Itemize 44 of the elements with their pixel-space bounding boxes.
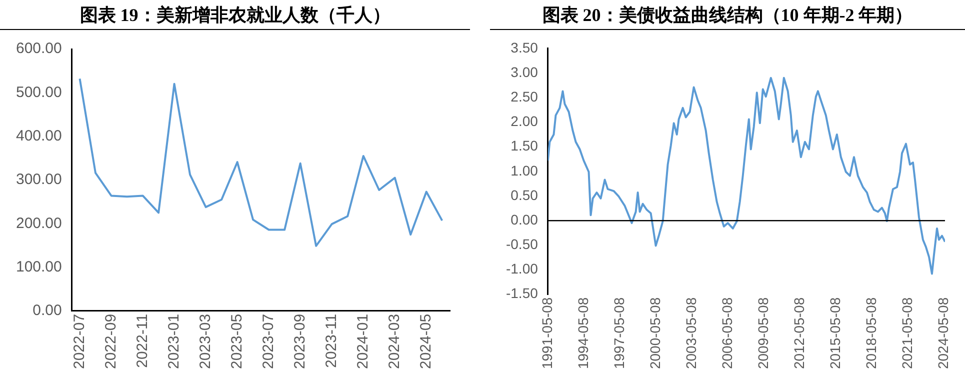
y-tick-label: 1.50 — [510, 138, 538, 154]
x-tick-label: 2009-05-08 — [754, 297, 771, 370]
x-tick-label: 2021-05-08 — [899, 297, 916, 370]
x-tick-label: 2000-05-08 — [646, 297, 663, 370]
y-tick-label: -1.00 — [506, 260, 538, 277]
x-tick-label: 2024-05-08 — [935, 297, 952, 370]
chart-title: 图表 19：美新增非农就业人数（千人） — [0, 0, 470, 30]
x-tick-label: 2012-05-08 — [790, 297, 807, 370]
y-tick-label: -0.50 — [506, 236, 538, 252]
x-tick-label: 1997-05-08 — [610, 297, 627, 370]
y-tick-label: 600.00 — [16, 40, 62, 58]
y-tick-label: 400.00 — [16, 127, 62, 144]
x-tick-label: 2022-07 — [70, 314, 88, 370]
x-tick-label: 2023-03 — [196, 314, 214, 370]
y-tick-label: 0.50 — [510, 186, 538, 203]
x-tick-label: 2023-09 — [291, 314, 308, 370]
y-tick-label: -1.50 — [506, 285, 538, 302]
x-tick-label: 2024-05 — [418, 314, 435, 370]
x-tick-label: 1991-05-08 — [538, 297, 555, 370]
y-tick-label: 2.00 — [510, 113, 538, 130]
x-tick-label: 1994-05-08 — [574, 297, 591, 370]
x-tick-label: 2023-11 — [322, 314, 340, 368]
y-tick-label: 500.00 — [16, 84, 62, 101]
y-tick-label: 3.50 — [510, 39, 538, 56]
x-tick-label: 2022-09 — [102, 314, 120, 370]
y-tick-label: 300.00 — [16, 171, 62, 188]
x-tick-label: 2003-05-08 — [682, 297, 699, 370]
x-tick-label: 2018-05-08 — [863, 297, 880, 370]
x-tick-label: 2015-05-08 — [826, 297, 843, 370]
y-tick-label: 1.00 — [510, 162, 538, 178]
y-tick-label: 100.00 — [16, 258, 62, 276]
y-tick-label: 3.00 — [510, 64, 538, 80]
x-tick-label: 2023-05 — [228, 314, 246, 370]
y-tick-label: 200.00 — [16, 214, 62, 232]
y-tick-label: 0.00 — [510, 211, 538, 228]
chart-title: 图表 20：美债收益曲线结构（10 年期-2 年期） — [490, 0, 965, 30]
x-tick-label: 2024-01 — [354, 314, 372, 370]
x-tick-label: 2023-07 — [260, 314, 277, 370]
y-tick-label: 0.00 — [32, 302, 62, 320]
x-tick-label: 2006-05-08 — [718, 297, 735, 370]
x-tick-label: 2023-01 — [165, 314, 182, 370]
x-tick-label: 2022-11 — [134, 314, 151, 368]
y-tick-label: 2.50 — [510, 88, 538, 104]
x-tick-label: 2024-03 — [386, 314, 403, 370]
